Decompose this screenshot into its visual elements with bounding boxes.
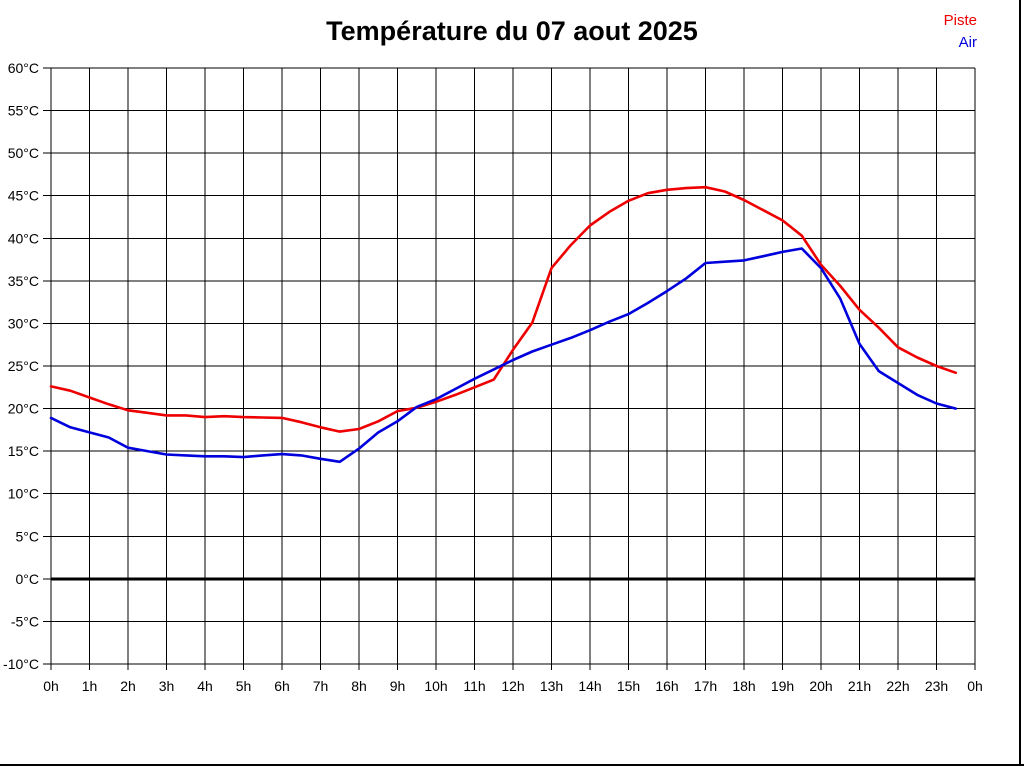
x-tick-label: 12h: [501, 678, 524, 694]
x-tick-label: 18h: [732, 678, 755, 694]
y-tick-label: 30°C: [8, 315, 39, 331]
x-tick-label: 0h: [967, 678, 983, 694]
x-tick-label: 2h: [120, 678, 136, 694]
y-tick-label: -10°C: [3, 656, 39, 672]
y-tick-label: 35°C: [8, 273, 39, 289]
x-tick-label: 15h: [617, 678, 640, 694]
y-tick-label: 40°C: [8, 230, 39, 246]
y-tick-label: 45°C: [8, 188, 39, 204]
x-tick-label: 21h: [848, 678, 871, 694]
x-tick-label: 14h: [578, 678, 601, 694]
y-tick-label: 50°C: [8, 145, 39, 161]
x-tick-label: 9h: [390, 678, 406, 694]
legend: Piste Air: [944, 10, 977, 54]
x-tick-label: 23h: [925, 678, 948, 694]
series-line-air: [49, 247, 958, 464]
x-tick-label: 19h: [771, 678, 794, 694]
x-tick-label: 11h: [463, 678, 485, 694]
y-tick-label: 60°C: [8, 60, 39, 76]
x-tick-label: 0h: [43, 678, 59, 694]
x-tick-label: 3h: [159, 678, 175, 694]
x-tick-label: 13h: [540, 678, 563, 694]
x-tick-label: 22h: [886, 678, 909, 694]
x-tick-label: 16h: [655, 678, 678, 694]
x-tick-label: 10h: [424, 678, 447, 694]
x-tick-label: 17h: [694, 678, 717, 694]
series-line-piste: [49, 185, 958, 433]
x-tick-label: 8h: [351, 678, 367, 694]
chart-title: Température du 07 aout 2025: [326, 16, 698, 46]
x-tick-label: 20h: [809, 678, 832, 694]
y-tick-label: 5°C: [16, 528, 40, 544]
x-tick-label: 6h: [274, 678, 290, 694]
y-tick-label: 20°C: [8, 401, 39, 417]
right-border: [1019, 0, 1021, 766]
y-tick-label: 15°C: [8, 443, 39, 459]
x-tick-label: 7h: [313, 678, 329, 694]
y-tick-label: 55°C: [8, 103, 39, 119]
y-tick-label: 10°C: [8, 486, 39, 502]
legend-item-air: Air: [958, 34, 977, 51]
x-tick-label: 5h: [236, 678, 252, 694]
x-tick-label: 1h: [82, 678, 98, 694]
y-tick-label: -5°C: [11, 613, 39, 629]
x-tick-label: 4h: [197, 678, 213, 694]
bottom-border: [0, 764, 1024, 766]
y-tick-label: 25°C: [8, 358, 39, 374]
legend-item-piste: Piste: [943, 12, 977, 29]
y-tick-label: 0°C: [16, 571, 40, 587]
